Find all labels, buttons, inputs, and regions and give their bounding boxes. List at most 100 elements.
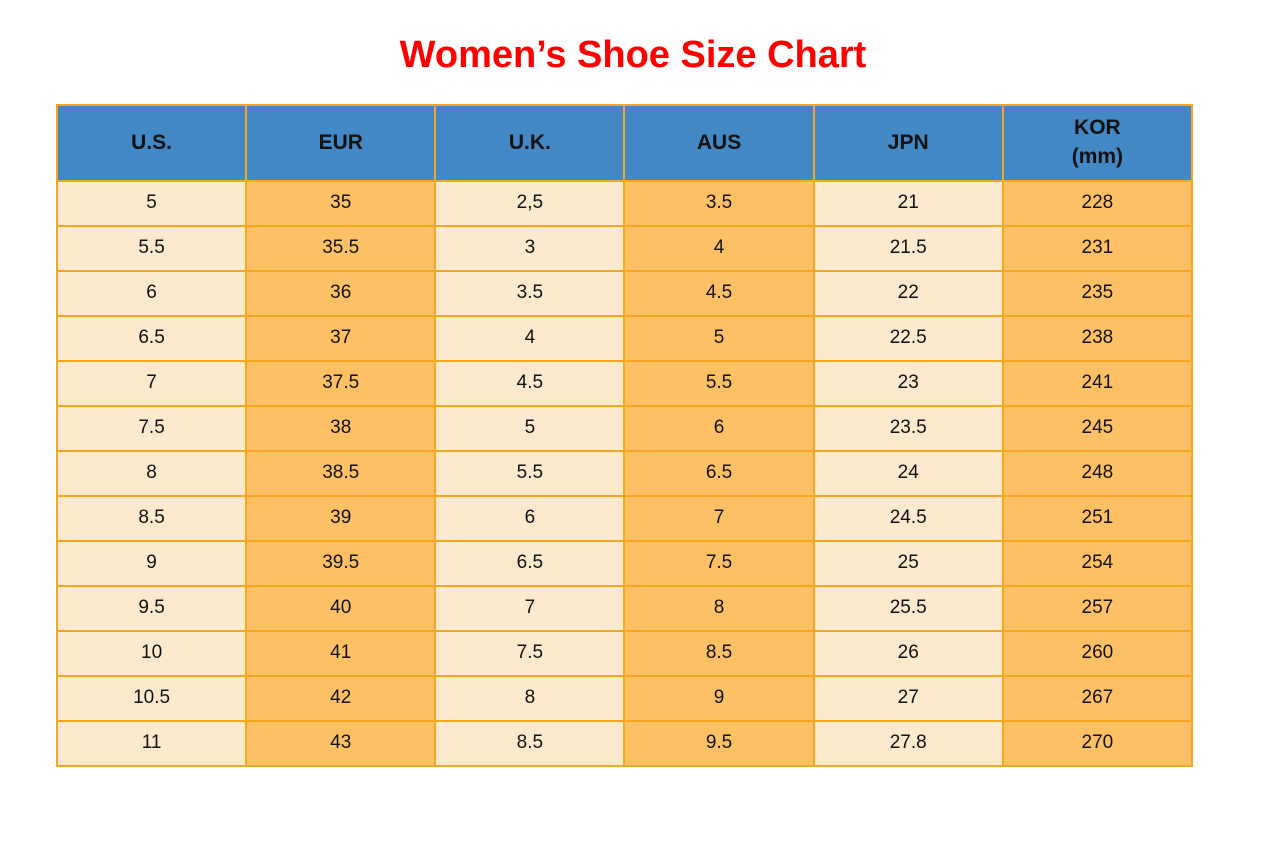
header-cell-us: U.S. xyxy=(55,103,248,182)
table-cell: 41 xyxy=(245,629,437,677)
table-cell: 38.5 xyxy=(245,449,437,497)
table-row: 6.5 37 4 5 22.5 238 xyxy=(55,314,1194,362)
table-row: 9.5 40 7 8 25.5 257 xyxy=(55,584,1194,632)
table-cell: 25 xyxy=(812,539,1004,587)
table-cell: 7.5 xyxy=(434,629,626,677)
table-header: U.S. EUR U.K. AUS JPN KOR (mm) xyxy=(55,103,1194,182)
table-cell: 8 xyxy=(434,674,626,722)
table-cell: 37.5 xyxy=(245,359,437,407)
table-cell: 4.5 xyxy=(434,359,626,407)
table-cell: 228 xyxy=(1001,179,1194,227)
table-cell: 21.5 xyxy=(812,224,1004,272)
table-cell: 3.5 xyxy=(623,179,815,227)
table-cell: 35 xyxy=(245,179,437,227)
table-cell: 23 xyxy=(812,359,1004,407)
table-cell: 251 xyxy=(1001,494,1194,542)
table-cell: 36 xyxy=(245,269,437,317)
table-cell: 43 xyxy=(245,719,437,767)
table-cell: 23.5 xyxy=(812,404,1004,452)
table-body: 5 35 2,5 3.5 21 228 5.5 35.5 3 4 21.5 231 6 36 3.5 4.5 2… xyxy=(55,179,1194,767)
header-cell-uk: U.K. xyxy=(434,103,626,182)
table-cell: 4 xyxy=(623,224,815,272)
table-cell: 7.5 xyxy=(55,404,248,452)
table-cell: 10 xyxy=(55,629,248,677)
table-cell: 238 xyxy=(1001,314,1194,362)
header-cell-kor: KOR (mm) xyxy=(1001,103,1194,182)
table-cell: 40 xyxy=(245,584,437,632)
table-cell: 231 xyxy=(1001,224,1194,272)
table-cell: 241 xyxy=(1001,359,1194,407)
table-cell: 8.5 xyxy=(623,629,815,677)
table-cell: 270 xyxy=(1001,719,1194,767)
table-cell: 7 xyxy=(55,359,248,407)
table-cell: 5 xyxy=(434,404,626,452)
table-cell: 24.5 xyxy=(812,494,1004,542)
table-cell: 38 xyxy=(245,404,437,452)
table-container: U.S. EUR U.K. AUS JPN KOR (mm) 5 35 2,5 3.5 21 228 5… xyxy=(55,103,1194,767)
table-row: 7.5 38 5 6 23.5 245 xyxy=(55,404,1194,452)
table-cell: 5 xyxy=(55,179,248,227)
table-cell: 9.5 xyxy=(623,719,815,767)
table-cell: 245 xyxy=(1001,404,1194,452)
table-cell: 4 xyxy=(434,314,626,362)
table-cell: 27.8 xyxy=(812,719,1004,767)
table-cell: 235 xyxy=(1001,269,1194,317)
table-cell: 6 xyxy=(55,269,248,317)
table-cell: 6.5 xyxy=(55,314,248,362)
table-cell: 37 xyxy=(245,314,437,362)
table-cell: 10.5 xyxy=(55,674,248,722)
table-cell: 5 xyxy=(623,314,815,362)
table-cell: 26 xyxy=(812,629,1004,677)
column-sublabel: (mm) xyxy=(1071,144,1124,168)
table-cell: 5.5 xyxy=(434,449,626,497)
table-cell: 39.5 xyxy=(245,539,437,587)
header-row: U.S. EUR U.K. AUS JPN KOR (mm) xyxy=(55,103,1194,182)
table-cell: 8 xyxy=(623,584,815,632)
table-row: 8.5 39 6 7 24.5 251 xyxy=(55,494,1194,542)
table-cell: 27 xyxy=(812,674,1004,722)
table-cell: 21 xyxy=(812,179,1004,227)
table-cell: 260 xyxy=(1001,629,1194,677)
table-cell: 267 xyxy=(1001,674,1194,722)
table-cell: 8.5 xyxy=(434,719,626,767)
table-cell: 8 xyxy=(55,449,248,497)
table-row: 6 36 3.5 4.5 22 235 xyxy=(55,269,1194,317)
table-row: 10.5 42 8 9 27 267 xyxy=(55,674,1194,722)
table-row: 8 38.5 5.5 6.5 24 248 xyxy=(55,449,1194,497)
shoe-size-table: U.S. EUR U.K. AUS JPN KOR (mm) 5 35 2,5 3.5 21 228 5… xyxy=(55,103,1194,767)
table-cell: 11 xyxy=(55,719,248,767)
table-cell: 6.5 xyxy=(623,449,815,497)
table-cell: 22 xyxy=(812,269,1004,317)
column-label: EUR xyxy=(318,130,363,154)
table-cell: 3 xyxy=(434,224,626,272)
table-cell: 3.5 xyxy=(434,269,626,317)
table-cell: 4.5 xyxy=(623,269,815,317)
table-row: 9 39.5 6.5 7.5 25 254 xyxy=(55,539,1194,587)
column-label: JPN xyxy=(887,130,929,154)
table-cell: 9 xyxy=(623,674,815,722)
table-cell: 42 xyxy=(245,674,437,722)
table-cell: 5.5 xyxy=(55,224,248,272)
table-cell: 39 xyxy=(245,494,437,542)
table-cell: 24 xyxy=(812,449,1004,497)
column-label: U.S. xyxy=(131,130,172,154)
table-row: 7 37.5 4.5 5.5 23 241 xyxy=(55,359,1194,407)
table-row: 11 43 8.5 9.5 27.8 270 xyxy=(55,719,1194,767)
table-cell: 9.5 xyxy=(55,584,248,632)
table-cell: 6 xyxy=(434,494,626,542)
table-cell: 22.5 xyxy=(812,314,1004,362)
table-cell: 6.5 xyxy=(434,539,626,587)
column-label: KOR xyxy=(1074,116,1121,140)
table-row: 5.5 35.5 3 4 21.5 231 xyxy=(55,224,1194,272)
table-cell: 35.5 xyxy=(245,224,437,272)
table-cell: 254 xyxy=(1001,539,1194,587)
table-cell: 9 xyxy=(55,539,248,587)
table-row: 5 35 2,5 3.5 21 228 xyxy=(55,179,1194,227)
page-title: Women’s Shoe Size Chart xyxy=(399,34,867,76)
header-cell-aus: AUS xyxy=(623,103,815,182)
table-cell: 5.5 xyxy=(623,359,815,407)
table-cell: 6 xyxy=(623,404,815,452)
column-label: U.K. xyxy=(508,130,551,154)
table-cell: 2,5 xyxy=(434,179,626,227)
